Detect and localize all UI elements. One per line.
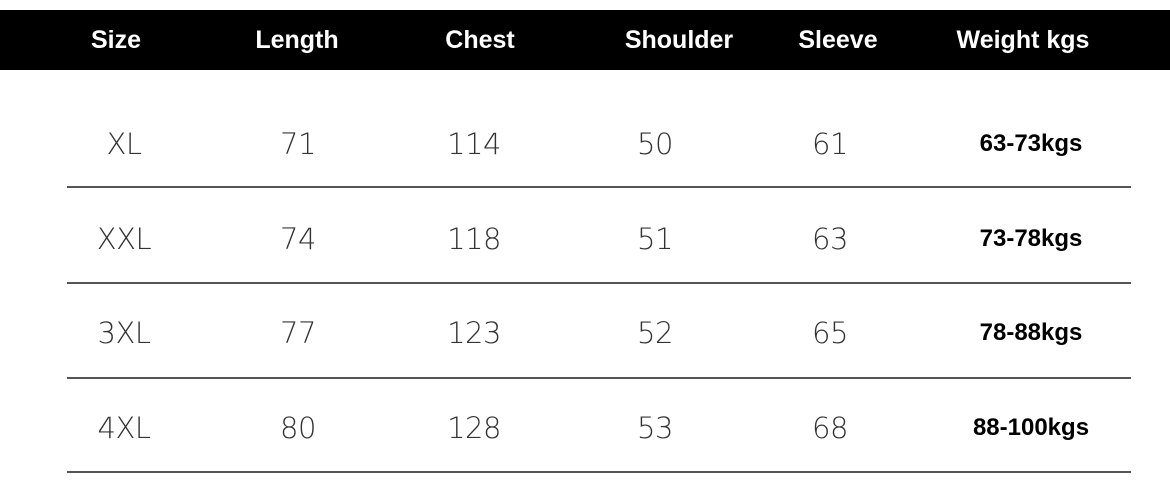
value-cell: 118 <box>447 222 501 256</box>
value-cell: 65 <box>812 316 848 350</box>
value-cell: 68 <box>812 411 848 445</box>
value-cell: 52 <box>637 316 673 350</box>
row-divider <box>67 471 1131 473</box>
size-cell: 3XL <box>97 316 151 350</box>
column-header: Weight kgs <box>956 26 1090 54</box>
value-cell: 50 <box>637 127 673 161</box>
row-divider <box>67 282 1131 284</box>
value-cell: 77 <box>280 316 316 350</box>
value-cell: 73-78kgs <box>979 225 1083 252</box>
value-cell: 71 <box>280 127 316 161</box>
value-cell: 128 <box>447 411 501 445</box>
column-header: Sleeve <box>798 26 878 54</box>
value-cell: 53 <box>637 411 673 445</box>
row-divider <box>67 377 1131 379</box>
value-cell: 51 <box>637 222 673 256</box>
value-cell: 88-100kgs <box>972 414 1090 441</box>
value-cell: 63-73kgs <box>979 130 1083 157</box>
value-cell: 123 <box>447 316 501 350</box>
row-divider <box>67 186 1131 188</box>
value-cell: 78-88kgs <box>979 319 1083 346</box>
header-band <box>0 10 1170 70</box>
column-header: Shoulder <box>624 26 734 54</box>
column-header: Chest <box>445 26 515 54</box>
column-header: Length <box>255 26 339 54</box>
size-cell: XXL <box>96 222 152 256</box>
size-cell: 4XL <box>97 411 151 445</box>
value-cell: 63 <box>812 222 848 256</box>
value-cell: 114 <box>447 127 501 161</box>
value-cell: 61 <box>812 127 848 161</box>
value-cell: 74 <box>280 222 316 256</box>
column-header: Size <box>90 26 142 54</box>
value-cell: 80 <box>280 411 316 445</box>
size-cell: XL <box>106 127 142 161</box>
